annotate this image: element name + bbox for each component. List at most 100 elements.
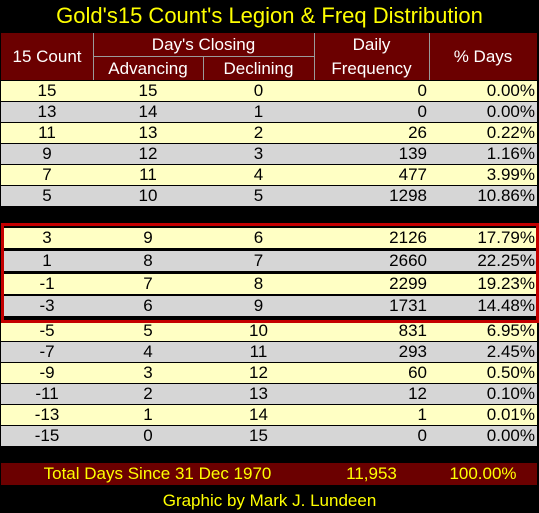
advancing-cell: 3 bbox=[143, 363, 153, 382]
advancing-cell: 8 bbox=[143, 251, 153, 270]
header-daily: Daily bbox=[352, 35, 391, 54]
table-row: 13 14 1 0 0.00% bbox=[1, 102, 537, 122]
header-advancing: Advancing bbox=[108, 59, 188, 78]
footer-credit: Graphic by Mark J. Lundeen bbox=[162, 491, 377, 510]
pct-value: 10.86% bbox=[477, 186, 535, 205]
pct-value: 22.25% bbox=[477, 251, 535, 270]
count-cell: -15 bbox=[34, 426, 60, 445]
frequency-cell: 293 bbox=[314, 342, 429, 362]
frequency-cell: 2299 bbox=[314, 274, 429, 294]
declining-cell: 15 bbox=[249, 426, 268, 445]
table-row: -15 0 15 0 0.00% bbox=[1, 426, 537, 446]
frequency-value: 2126 bbox=[389, 228, 427, 247]
table-row: 5 10 5 1298 10.86% bbox=[1, 186, 537, 206]
frequency-cell: 831 bbox=[314, 321, 429, 341]
total-frequency: 11,953 bbox=[346, 464, 397, 483]
pct-value: 17.79% bbox=[477, 228, 535, 247]
frequency-cell: 12 bbox=[314, 384, 429, 404]
advancing-cell: 1 bbox=[143, 405, 153, 424]
pct-value: 2.45% bbox=[486, 342, 535, 361]
frequency-cell: 1 bbox=[314, 405, 429, 425]
frequency-value: 0 bbox=[417, 81, 427, 100]
advancing-cell: 12 bbox=[138, 144, 158, 163]
pct-value: 19.23% bbox=[477, 274, 535, 293]
frequency-cell: 2660 bbox=[314, 251, 429, 271]
count-cell: 9 bbox=[42, 144, 52, 163]
declining-cell: 7 bbox=[253, 251, 264, 270]
frequency-cell: 0 bbox=[314, 81, 429, 101]
header-declining: Declining bbox=[223, 59, 294, 78]
declining-cell: 4 bbox=[253, 165, 264, 184]
pct-value: 14.48% bbox=[477, 296, 535, 315]
frequency-cell: 139 bbox=[314, 144, 429, 164]
frequency-value: 26 bbox=[408, 123, 427, 142]
advancing-cell: 10 bbox=[138, 186, 158, 205]
frequency-value: 831 bbox=[398, 321, 427, 340]
table-row: -11 2 13 12 0.10% bbox=[1, 384, 537, 404]
header-divider bbox=[429, 33, 430, 80]
declining-cell: 9 bbox=[253, 296, 264, 315]
declining-cell: 11 bbox=[249, 342, 268, 361]
pct-cell: 19.23% bbox=[429, 274, 537, 294]
header-frequency: Frequency bbox=[331, 59, 412, 78]
pct-value: 1.16% bbox=[486, 144, 535, 163]
advancing-cell: 7 bbox=[143, 274, 153, 293]
frequency-value: 12 bbox=[408, 384, 427, 403]
header-pct-days: % Days bbox=[453, 47, 513, 66]
pct-cell: 0.50% bbox=[429, 363, 537, 383]
header-divider bbox=[203, 57, 204, 80]
header-divider bbox=[314, 33, 315, 80]
header-days-closing: Day's Closing bbox=[151, 35, 256, 54]
pct-value: 0.00% bbox=[486, 102, 535, 121]
declining-cell: 0 bbox=[253, 81, 264, 100]
declining-cell: 14 bbox=[249, 405, 268, 424]
frequency-cell: 1731 bbox=[314, 296, 429, 316]
pct-cell: 22.25% bbox=[429, 251, 537, 271]
declining-cell: 8 bbox=[253, 274, 264, 293]
frequency-cell: 0 bbox=[314, 102, 429, 122]
frequency-cell: 1298 bbox=[314, 186, 429, 206]
declining-cell: 2 bbox=[253, 123, 264, 142]
pct-cell: 10.86% bbox=[429, 186, 537, 206]
pct-cell: 0.00% bbox=[429, 426, 537, 446]
declining-cell: 13 bbox=[249, 384, 268, 403]
frequency-cell: 0 bbox=[314, 426, 429, 446]
pct-value: 0.00% bbox=[486, 426, 535, 445]
frequency-value: 0 bbox=[417, 102, 427, 121]
count-cell: 1 bbox=[42, 251, 52, 270]
count-cell: 13 bbox=[37, 102, 57, 121]
frequency-value: 0 bbox=[417, 426, 427, 445]
advancing-cell: 2 bbox=[143, 384, 153, 403]
advancing-cell: 13 bbox=[138, 123, 158, 142]
advancing-cell: 14 bbox=[138, 102, 158, 121]
table-row: 1 8 7 2660 22.25% bbox=[1, 251, 537, 271]
table-row: -7 4 11 293 2.45% bbox=[1, 342, 537, 362]
pct-cell: 14.48% bbox=[429, 296, 537, 316]
table-row: 15 15 0 0 0.00% bbox=[1, 81, 537, 101]
pct-cell: 0.00% bbox=[429, 81, 537, 101]
pct-cell: 1.16% bbox=[429, 144, 537, 164]
count-cell: 3 bbox=[42, 228, 52, 247]
frequency-value: 1 bbox=[417, 405, 427, 424]
table-row: -5 5 10 831 6.95% bbox=[1, 321, 537, 341]
pct-value: 0.00% bbox=[486, 81, 535, 100]
frequency-value: 477 bbox=[398, 165, 427, 184]
frequency-value: 1731 bbox=[389, 296, 427, 315]
count-cell: 5 bbox=[42, 186, 52, 205]
frequency-value: 139 bbox=[398, 144, 427, 163]
total-row: Total Days Since 31 Dec 1970 11,953 100.… bbox=[1, 463, 537, 485]
frequency-value: 60 bbox=[408, 363, 427, 382]
count-cell: 15 bbox=[37, 81, 57, 100]
pct-cell: 3.99% bbox=[429, 165, 537, 185]
pct-cell: 0.00% bbox=[429, 102, 537, 122]
pct-cell: 0.22% bbox=[429, 123, 537, 143]
table-row: -9 3 12 60 0.50% bbox=[1, 363, 537, 383]
count-cell: -11 bbox=[35, 384, 59, 403]
frequency-cell: 26 bbox=[314, 123, 429, 143]
advancing-cell: 15 bbox=[138, 81, 158, 100]
table-row: 3 9 6 2126 17.79% bbox=[1, 228, 537, 248]
count-cell: -3 bbox=[39, 296, 55, 315]
declining-cell: 10 bbox=[249, 321, 268, 340]
pct-cell: 0.10% bbox=[429, 384, 537, 404]
frequency-value: 293 bbox=[398, 342, 427, 361]
